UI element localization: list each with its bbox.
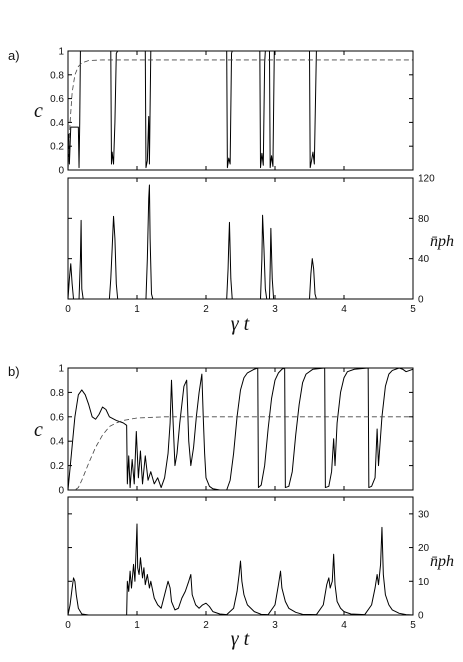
x-tick-label: 3 bbox=[272, 620, 278, 631]
y-tick-label: 1 bbox=[58, 364, 64, 375]
y-tick-label: 40 bbox=[418, 254, 430, 265]
series-solid-line bbox=[68, 50, 413, 171]
y-tick-label: 0.8 bbox=[50, 388, 64, 399]
x-tick-label: 4 bbox=[341, 620, 347, 631]
series-solid-line bbox=[68, 184, 413, 300]
y-axis-label: c bbox=[34, 419, 43, 441]
series-dashed-line bbox=[68, 59, 413, 171]
x-tick-label: 5 bbox=[410, 620, 416, 631]
panel-label: a) bbox=[8, 48, 20, 63]
y-tick-label: 0.6 bbox=[50, 412, 64, 423]
series-solid-line bbox=[68, 523, 413, 616]
x-tick-label: 2 bbox=[203, 304, 209, 315]
y-tick-label: 0.2 bbox=[50, 461, 64, 472]
y-tick-label: 0 bbox=[418, 611, 424, 622]
y-tick-label: 10 bbox=[418, 577, 430, 588]
y-tick-label: 0.4 bbox=[50, 437, 64, 448]
x-tick-label: 3 bbox=[272, 304, 278, 315]
plot-frame bbox=[67, 177, 414, 300]
x-axis-label: γ t bbox=[231, 628, 250, 650]
plot-frame bbox=[67, 367, 414, 491]
chart-panel-3: 0 0.2 0.4 0.6 0.8 1 b) c bbox=[8, 364, 414, 497]
chart-panel-1: 0 0.2 0.4 0.6 0.8 1 a) c bbox=[8, 47, 414, 177]
x-axis-label: γ t bbox=[231, 313, 250, 335]
x-tick-label: 1 bbox=[134, 304, 140, 315]
y-axis-label: n̄ph bbox=[430, 233, 454, 250]
panel-label: b) bbox=[8, 364, 20, 379]
x-tick-label: 0 bbox=[65, 304, 71, 315]
series-solid-line bbox=[68, 367, 413, 491]
plot-frame bbox=[67, 496, 414, 616]
series-group bbox=[68, 523, 413, 616]
y-axis-label: c bbox=[34, 100, 43, 122]
y-axis-label: n̄ph bbox=[430, 553, 454, 570]
y-tick-label: 120 bbox=[418, 174, 435, 185]
plot-frame bbox=[67, 50, 414, 171]
y-tick-label: 1 bbox=[58, 47, 64, 58]
x-tick-label: 2 bbox=[203, 620, 209, 631]
series-group bbox=[68, 50, 413, 171]
x-tick-label: 5 bbox=[410, 304, 416, 315]
y-tick-label: 0 bbox=[58, 486, 64, 497]
y-tick-label: 30 bbox=[418, 509, 430, 520]
x-tick-label: 4 bbox=[341, 304, 347, 315]
y-tick-label: 0 bbox=[58, 166, 64, 177]
series-group bbox=[68, 184, 413, 300]
y-tick-label: 0.6 bbox=[50, 94, 64, 105]
x-tick-label: 0 bbox=[65, 620, 71, 631]
y-tick-label: 0.8 bbox=[50, 70, 64, 81]
x-tick-label: 1 bbox=[134, 620, 140, 631]
y-tick-label: 80 bbox=[418, 214, 430, 225]
y-tick-label: 0 bbox=[418, 295, 424, 306]
series-dashed-line bbox=[68, 416, 413, 491]
series-group bbox=[68, 367, 413, 491]
y-tick-label: 20 bbox=[418, 543, 430, 554]
y-tick-label: 0.4 bbox=[50, 118, 64, 129]
y-tick-label: 0.2 bbox=[50, 142, 64, 153]
